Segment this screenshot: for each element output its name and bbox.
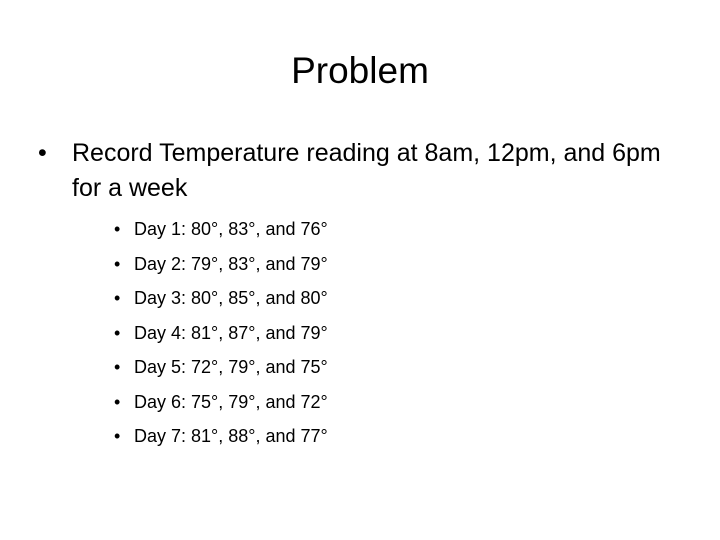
slide-content: • Record Temperature reading at 8am, 12p…: [36, 136, 676, 454]
sub-bullet-text: Day 5: 72°, 79°, and 75°: [134, 357, 328, 377]
sub-bullet-item: • Day 3: 80°, 85°, and 80°: [36, 281, 676, 316]
sub-bullet-item: • Day 7: 81°, 88°, and 77°: [36, 419, 676, 454]
main-bullet-item: • Record Temperature reading at 8am, 12p…: [36, 136, 676, 206]
bullet-icon: •: [114, 219, 121, 239]
sub-bullet-item: • Day 5: 72°, 79°, and 75°: [36, 350, 676, 385]
bullet-icon: •: [114, 253, 121, 274]
sub-bullet-item: • Day 1: 80°, 83°, and 76°: [36, 212, 676, 247]
sub-bullet-text: Day 2: 79°, 83°, and 79°: [134, 253, 328, 274]
sub-bullet-item: • Day 2: 79°, 83°, and 79°: [36, 247, 676, 282]
bullet-icon: •: [114, 288, 121, 308]
bullet-icon: •: [114, 391, 121, 412]
sub-bullet-item: • Day 6: 75°, 79°, and 72°: [36, 385, 676, 420]
bullet-icon: •: [114, 426, 121, 446]
sub-bullet-text: Day 1: 80°, 83°, and 76°: [134, 219, 328, 239]
bullet-icon: •: [38, 139, 47, 167]
sub-bullet-item: • Day 4: 81°, 87°, and 79°: [36, 316, 676, 351]
sub-bullet-text: Day 3: 80°, 85°, and 80°: [134, 288, 328, 308]
sub-bullet-text: Day 7: 81°, 88°, and 77°: [134, 426, 328, 446]
sub-bullet-text: Day 6: 75°, 79°, and 72°: [134, 391, 328, 412]
bullet-icon: •: [114, 357, 121, 377]
sub-bullet-list: • Day 1: 80°, 83°, and 76° • Day 2: 79°,…: [36, 212, 676, 454]
slide-title: Problem: [291, 50, 429, 91]
bullet-icon: •: [114, 322, 121, 343]
sub-bullet-text: Day 4: 81°, 87°, and 79°: [134, 322, 328, 343]
main-bullet-text: Record Temperature reading at 8am, 12pm,…: [72, 139, 661, 202]
